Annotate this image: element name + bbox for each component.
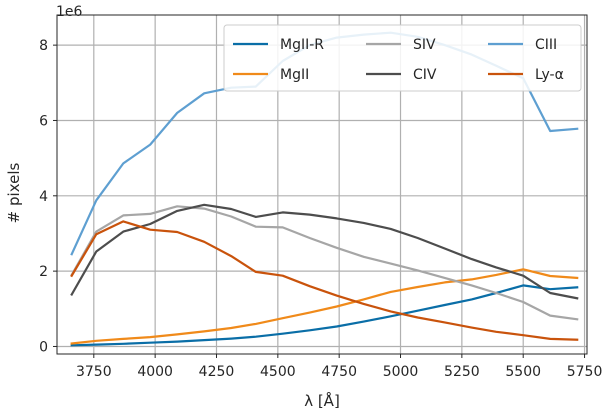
series-line-mgii [70,268,579,345]
legend: MgII-R MgII SIV CIV CIII Ly-α [223,24,582,92]
x-tick-label: 3750 [76,364,112,380]
legend-label-siv: SIV [413,37,436,53]
legend-box [223,24,582,92]
y-tick-label: 4 [39,189,48,205]
y-axis-offset-label: 1e6 [56,4,83,20]
series-line-siv [70,205,579,321]
x-tick-label: 4000 [137,364,173,380]
axis-ticks: 3750 4000 4250 4500 4750 5000 5250 5500 5750 0 2 4 6… [39,38,602,380]
x-tick-label: 4250 [199,364,235,380]
x-tick-label: 5250 [444,364,480,380]
legend-label-mgii-r: MgII-R [280,37,324,53]
x-tick-label: 4500 [260,364,296,380]
legend-label-mgii: MgII [280,67,309,83]
x-tick-label: 5000 [383,364,419,380]
series-line-mgii-r [70,284,579,347]
y-tick-label: 6 [39,113,48,129]
legend-label-ciii: CIII [535,37,557,53]
x-tick-label: 5500 [505,364,541,380]
y-tick-label: 0 [39,339,48,355]
y-tick-label: 8 [39,38,48,54]
x-tick-label: 5750 [567,364,603,380]
y-tick-label: 2 [39,264,48,280]
legend-label-civ: CIV [413,67,437,83]
y-axis-title: # pixels [5,162,23,223]
x-axis-title: λ [Å] [304,391,340,410]
plot-frame [56,14,588,355]
series-line-ly [70,220,579,341]
series-line-civ [70,203,579,300]
legend-label-ly: Ly-α [535,67,564,83]
x-tick-label: 4750 [321,364,357,380]
